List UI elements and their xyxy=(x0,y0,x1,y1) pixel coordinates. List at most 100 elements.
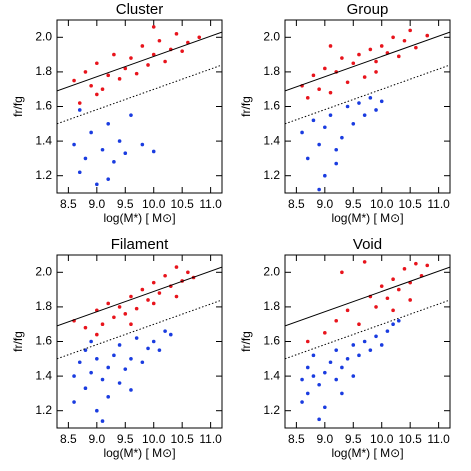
point xyxy=(351,374,356,378)
point xyxy=(95,61,99,66)
point xyxy=(323,331,327,335)
x-tick-label: 11.0 xyxy=(199,197,222,211)
point xyxy=(123,151,128,156)
y-tick-label: 2.0 xyxy=(263,29,280,43)
x-tick-label: 9.0 xyxy=(316,432,333,446)
point xyxy=(323,66,327,71)
point xyxy=(357,52,361,57)
x-tick-label: 8.5 xyxy=(60,432,77,446)
point xyxy=(351,122,356,126)
point xyxy=(374,334,378,339)
point xyxy=(106,73,111,78)
point xyxy=(129,357,133,361)
y-tick-label: 1.6 xyxy=(35,334,52,348)
point xyxy=(323,173,327,178)
panel-title: Filament xyxy=(111,236,169,253)
x-tick-label: 10.5 xyxy=(170,432,194,446)
point xyxy=(83,386,88,391)
point xyxy=(112,353,116,358)
point xyxy=(117,77,122,81)
point xyxy=(112,160,116,164)
x-tick-label: 11.0 xyxy=(199,432,222,446)
point xyxy=(117,305,122,309)
plot-frame xyxy=(56,19,223,194)
x-tick-label: 10.0 xyxy=(370,432,394,446)
point xyxy=(334,161,339,166)
point xyxy=(77,101,82,105)
x-tick-label: 11.0 xyxy=(427,432,450,446)
point xyxy=(305,365,310,370)
point xyxy=(340,365,344,370)
point xyxy=(334,348,339,352)
point xyxy=(300,130,304,135)
point xyxy=(351,343,356,347)
point xyxy=(328,44,333,48)
point xyxy=(323,125,327,130)
point xyxy=(317,382,321,387)
x-tick-label: 10.5 xyxy=(398,197,422,211)
point xyxy=(391,308,395,313)
point xyxy=(100,87,105,91)
point xyxy=(305,339,310,344)
point xyxy=(351,61,356,66)
x-tick-label: 10.0 xyxy=(142,197,166,211)
point xyxy=(391,277,395,282)
y-axis-label: fr/fg xyxy=(11,96,25,117)
point xyxy=(117,139,122,143)
y-tick-label: 1.2 xyxy=(35,168,52,182)
point xyxy=(379,99,384,104)
y-tick-label: 1.2 xyxy=(263,403,280,417)
point xyxy=(129,113,133,117)
point xyxy=(157,291,162,295)
point xyxy=(402,38,407,43)
point xyxy=(345,80,350,85)
point xyxy=(300,377,304,382)
point xyxy=(357,101,361,105)
point xyxy=(83,325,88,330)
point xyxy=(134,336,139,340)
point xyxy=(106,395,111,399)
point xyxy=(305,96,310,100)
x-tick-label: 10.5 xyxy=(398,432,422,446)
y-tick-label: 1.2 xyxy=(35,403,52,417)
x-tick-label: 9.5 xyxy=(345,432,362,446)
point xyxy=(146,346,150,351)
point xyxy=(379,343,384,347)
point xyxy=(374,59,378,64)
point xyxy=(77,170,82,175)
point xyxy=(340,56,344,60)
point xyxy=(414,45,418,50)
point xyxy=(134,306,139,311)
point xyxy=(340,391,344,396)
point xyxy=(305,156,310,161)
plot-frame xyxy=(56,254,223,429)
fit-line xyxy=(285,31,450,92)
y-tick-label: 2.0 xyxy=(263,264,280,278)
x-tick-label: 8.5 xyxy=(288,432,305,446)
point xyxy=(385,296,390,301)
point xyxy=(95,92,99,97)
point xyxy=(180,49,184,53)
y-axis-label: fr/fg xyxy=(239,96,253,117)
point xyxy=(112,52,116,57)
x-tick-label: 8.5 xyxy=(288,197,305,211)
point xyxy=(100,147,105,152)
point xyxy=(334,377,339,382)
point xyxy=(300,400,304,404)
x-tick-label: 11.0 xyxy=(427,197,450,211)
point xyxy=(72,374,76,378)
point xyxy=(311,353,316,358)
point xyxy=(362,75,367,79)
point xyxy=(311,118,316,123)
point xyxy=(345,104,350,109)
x-tick-label: 9.0 xyxy=(88,432,105,446)
y-tick-label: 1.6 xyxy=(263,334,280,348)
x-tick-label: 9.5 xyxy=(117,197,134,211)
point xyxy=(117,343,122,347)
x-tick-label: 9.0 xyxy=(88,197,105,211)
point xyxy=(146,298,150,302)
y-tick-label: 1.8 xyxy=(263,64,280,78)
point xyxy=(163,329,167,333)
point xyxy=(317,417,321,422)
